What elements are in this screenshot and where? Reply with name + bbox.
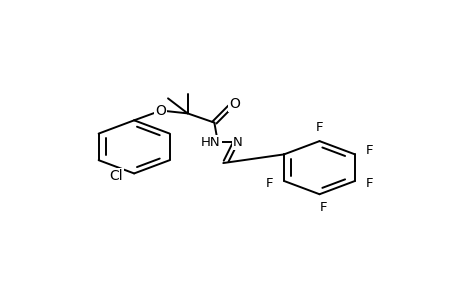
Text: F: F (265, 177, 273, 190)
Text: Cl: Cl (109, 169, 123, 183)
Text: O: O (229, 97, 240, 111)
Text: F: F (365, 144, 372, 158)
Text: N: N (232, 136, 242, 149)
Text: F: F (315, 121, 323, 134)
Text: HN: HN (201, 136, 220, 149)
Text: F: F (319, 201, 326, 214)
Text: F: F (365, 177, 372, 190)
Text: O: O (155, 104, 166, 118)
